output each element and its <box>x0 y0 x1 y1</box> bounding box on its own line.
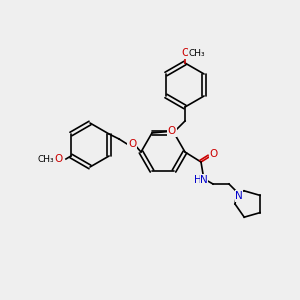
Text: O: O <box>181 48 189 58</box>
Text: O: O <box>168 126 176 136</box>
Text: O: O <box>210 149 218 159</box>
Text: H: H <box>194 175 202 185</box>
Text: N: N <box>235 191 243 201</box>
Text: O: O <box>128 139 136 149</box>
Text: CH₃: CH₃ <box>189 49 205 58</box>
Text: O: O <box>55 154 63 164</box>
Text: CH₃: CH₃ <box>38 154 54 164</box>
Text: N: N <box>200 175 208 185</box>
